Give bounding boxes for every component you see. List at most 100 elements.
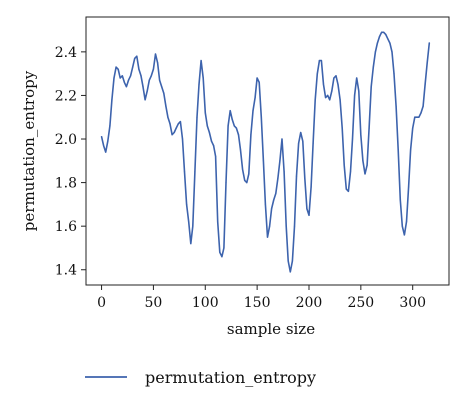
data-point [136,55,138,57]
data-point [210,140,213,142]
data-point [215,155,217,157]
data-point [291,260,293,262]
data-point [327,94,329,96]
data-point [343,164,345,166]
data-point [254,97,256,99]
data-point [229,110,231,112]
data-point [181,138,184,140]
data-point [347,190,349,192]
data-point [318,60,320,62]
data-point [349,171,352,173]
data-point [372,66,374,68]
data-point [227,125,229,127]
data-point [399,199,401,201]
data-point [366,164,368,166]
data-point [283,171,285,173]
data-point [310,186,312,188]
data-point [426,62,428,64]
data-point [130,75,132,77]
data-point [374,51,376,53]
data-point [293,225,296,227]
data-point [341,127,343,129]
data-point [331,90,333,92]
x-tick-label: 150 [244,295,271,311]
data-point [250,134,252,136]
data-point [302,140,304,142]
data-point [333,77,335,79]
data-point [401,225,403,227]
data-point [244,179,246,181]
data-point [115,66,117,68]
data-point [397,149,399,151]
data-point [246,182,248,184]
data-point [258,81,260,83]
data-point [368,127,370,129]
data-point [391,51,393,53]
data-point [186,203,188,205]
data-point [107,140,109,142]
x-tick-label: 250 [347,295,374,311]
data-point [252,110,254,112]
data-point [154,53,157,55]
data-point [192,225,194,227]
data-point [329,99,331,101]
series-points [101,31,430,273]
data-point [378,36,381,38]
data-point [198,83,200,86]
data-point [103,145,105,147]
data-point [387,38,389,40]
data-point [183,171,186,173]
data-point [223,247,225,249]
data-point [159,79,161,81]
data-point [152,68,154,70]
x-axis-label: sample size [227,320,315,338]
data-point [127,79,130,81]
data-point [287,260,289,262]
y-tick-label: 2.4 [55,45,77,61]
data-point [105,151,107,153]
legend-label: permutation_entropy [145,368,316,387]
data-point [273,199,275,201]
x-tick-label: 200 [296,295,323,311]
data-point [248,173,250,175]
data-point [364,173,366,175]
data-point [132,66,134,68]
data-point [264,203,266,205]
data-point [148,79,150,81]
data-point [306,208,308,210]
data-point [414,116,416,118]
data-point [298,142,300,144]
data-point [150,75,152,77]
data-point [339,99,341,101]
data-point [119,77,121,79]
data-point [171,134,173,136]
data-point [295,175,298,177]
y-axis-ticks: 1.4 1.6 1.8 2.0 2.2 2.4 [55,45,86,279]
data-point [140,75,142,77]
data-point [208,131,210,134]
data-point [125,86,127,88]
data-point [266,236,269,238]
data-point [281,138,283,140]
data-point [381,31,383,33]
data-point [360,134,362,136]
data-point [260,116,262,118]
data-point [256,77,258,79]
data-point [420,112,422,114]
data-point [165,105,167,107]
data-point [304,177,306,179]
data-point [356,77,358,79]
data-point [393,73,395,75]
data-point [403,234,405,236]
data-point [200,60,202,62]
data-point [405,221,408,223]
y-axis-label: permutation_entropy [20,70,38,231]
data-point [422,105,424,107]
data-point [389,42,391,44]
data-point [262,160,264,162]
data-point [231,118,233,120]
y-tick-label: 2.0 [55,132,77,148]
data-point [370,86,372,88]
data-point [177,123,179,125]
